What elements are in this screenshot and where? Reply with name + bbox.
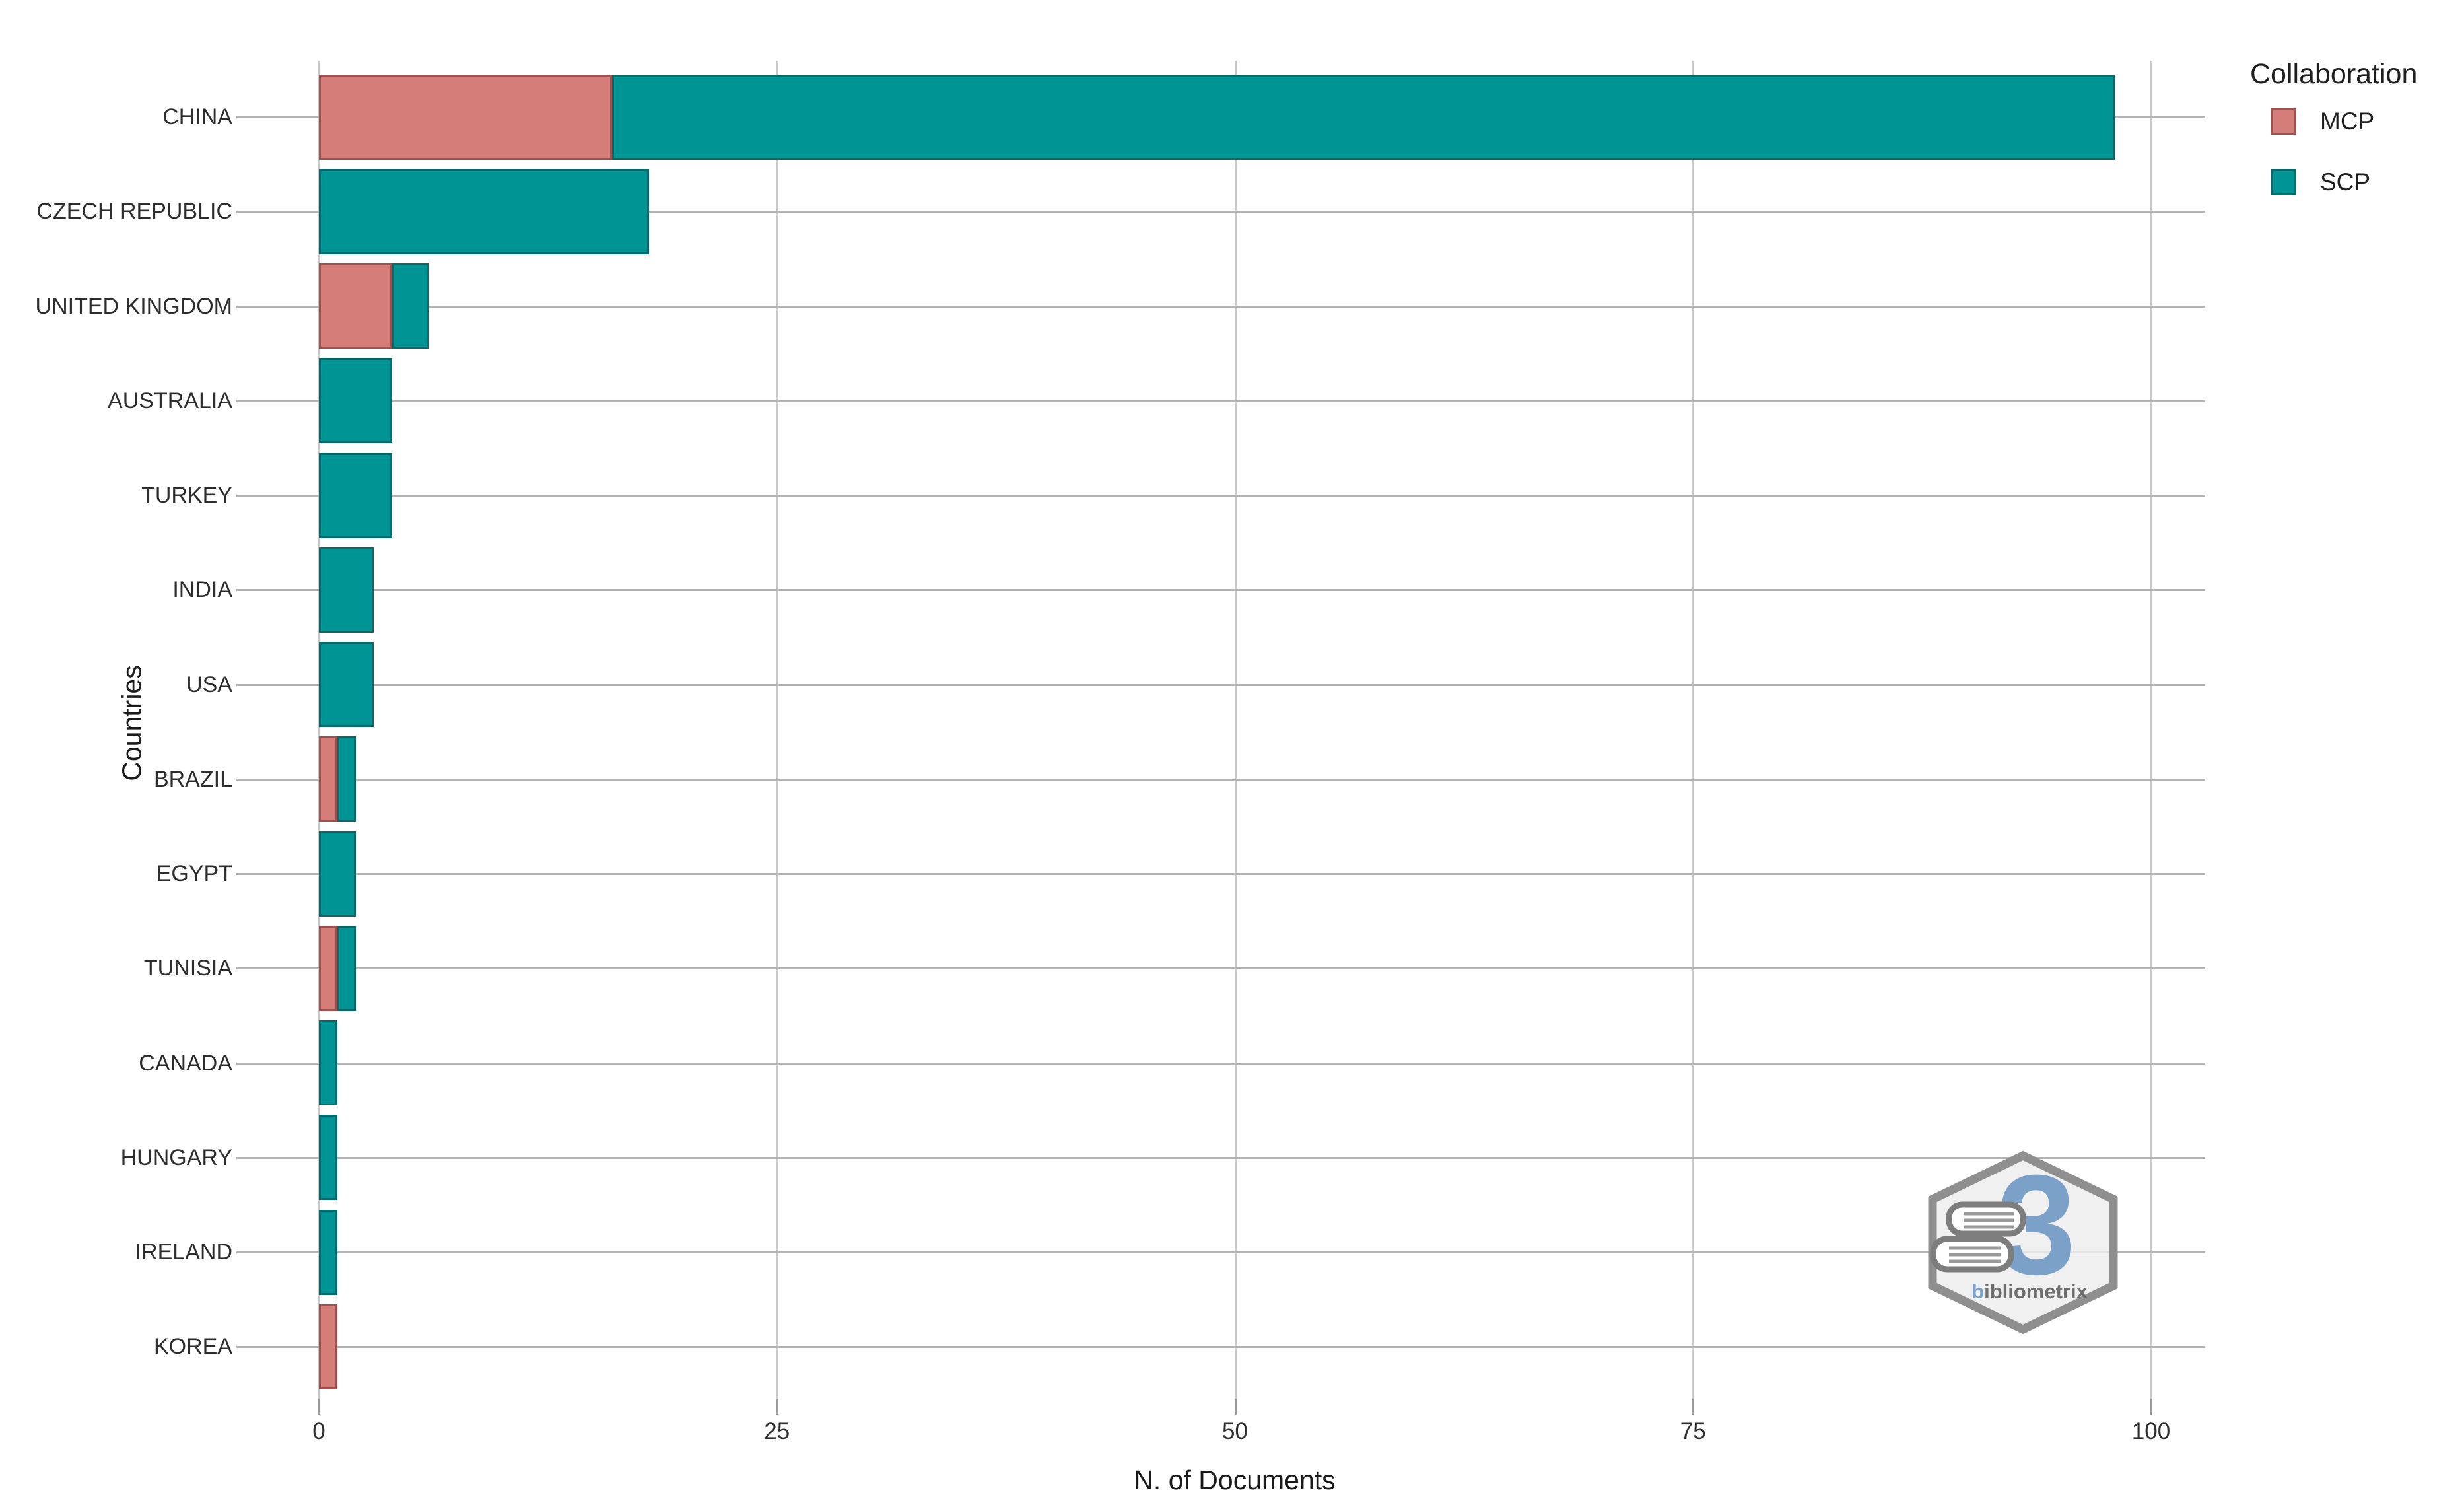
bar-china-mcp <box>319 74 612 160</box>
x-tick-label-25: 25 <box>764 1419 790 1444</box>
category-label-korea: KOREA <box>153 1334 232 1360</box>
category-label-usa: USA <box>186 672 232 697</box>
legend-item-mcp: MCP <box>2271 108 2457 135</box>
legend: Collaboration MCP SCP <box>2246 58 2457 229</box>
x-tick-100 <box>2150 1399 2152 1415</box>
x-gridline-25 <box>776 61 778 1399</box>
category-label-india: INDIA <box>172 577 232 603</box>
x-tick-75 <box>1692 1399 1695 1415</box>
row-gridline-brazil <box>236 778 2205 781</box>
row-gridline-united-kingdom <box>236 305 2205 308</box>
bar-canada-scp <box>319 1020 337 1105</box>
row-gridline-ireland <box>236 1251 2205 1253</box>
category-label-tunisia: TUNISIA <box>143 956 232 981</box>
category-label-china: CHINA <box>162 104 232 129</box>
logo-wordmark: bibliometrix <box>1971 1280 2088 1303</box>
category-label-ireland: IRELAND <box>135 1240 232 1265</box>
category-label-canada: CANADA <box>139 1050 232 1076</box>
bar-hungary-scp <box>319 1115 337 1201</box>
bar-usa-scp <box>319 642 374 727</box>
legend-label-mcp: MCP <box>2320 108 2375 135</box>
bar-ireland-scp <box>319 1209 337 1295</box>
bar-india-scp <box>319 547 374 633</box>
legend-title: Collaboration <box>2250 58 2418 90</box>
x-tick-label-75: 75 <box>1680 1419 1706 1444</box>
bar-china-scp <box>612 74 2115 160</box>
category-label-hungary: HUNGARY <box>120 1144 232 1170</box>
bar-tunisia-mcp <box>319 925 337 1011</box>
bar-australia-scp <box>319 358 392 444</box>
row-gridline-korea <box>236 1346 2205 1349</box>
x-gridline-75 <box>1692 61 1695 1399</box>
bar-united-kingdom-mcp <box>319 263 392 349</box>
y-axis-title: Countries <box>116 665 147 781</box>
row-gridline-india <box>236 589 2205 592</box>
bar-czech-republic-scp <box>319 168 649 254</box>
logo-book-bottom <box>1930 1236 2014 1273</box>
x-gridline-0 <box>318 61 320 1399</box>
bar-brazil-scp <box>337 736 356 822</box>
x-tick-25 <box>776 1399 778 1415</box>
category-label-brazil: BRAZIL <box>153 766 232 792</box>
row-gridline-hungary <box>236 1156 2205 1159</box>
x-gridline-100 <box>2150 61 2152 1399</box>
bar-brazil-mcp <box>319 736 337 822</box>
row-gridline-australia <box>236 400 2205 402</box>
hexagon-badge <box>1928 1150 2118 1335</box>
row-gridline-canada <box>236 1062 2205 1065</box>
logo-book-top <box>1946 1201 2026 1237</box>
legend-swatch-mcp <box>2271 108 2296 135</box>
category-label-turkey: TURKEY <box>141 483 232 508</box>
category-label-czech-republic: CZECH REPUBLIC <box>36 199 232 225</box>
legend-label-scp: SCP <box>2320 168 2371 195</box>
x-tick-label-100: 100 <box>2131 1419 2171 1444</box>
row-gridline-usa <box>236 683 2205 686</box>
row-gridline-tunisia <box>236 967 2205 970</box>
legend-swatch-scp <box>2271 169 2296 195</box>
bar-united-kingdom-scp <box>392 263 429 349</box>
legend-item-scp: SCP <box>2271 168 2457 196</box>
category-label-australia: AUSTRALIA <box>108 388 232 413</box>
x-tick-0 <box>318 1399 320 1415</box>
row-gridline-turkey <box>236 495 2205 497</box>
legend-items: MCP SCP <box>2246 108 2457 196</box>
bar-egypt-scp <box>319 831 356 917</box>
bar-korea-mcp <box>319 1304 337 1389</box>
category-label-united-kingdom: UNITED KINGDOM <box>35 293 232 319</box>
row-gridline-czech-republic <box>236 211 2205 213</box>
bar-turkey-scp <box>319 452 392 538</box>
bibliometrix-logo-watermark: 3 <box>1928 1146 2118 1335</box>
x-tick-50 <box>1234 1399 1237 1415</box>
category-label-egypt: EGYPT <box>156 861 232 886</box>
bar-tunisia-scp <box>337 925 356 1011</box>
x-gridline-50 <box>1234 61 1237 1399</box>
x-tick-label-0: 0 <box>312 1419 325 1444</box>
x-axis-title: N. of Documents <box>1134 1465 1336 1495</box>
row-gridline-egypt <box>236 873 2205 875</box>
x-tick-label-50: 50 <box>1222 1419 1248 1444</box>
